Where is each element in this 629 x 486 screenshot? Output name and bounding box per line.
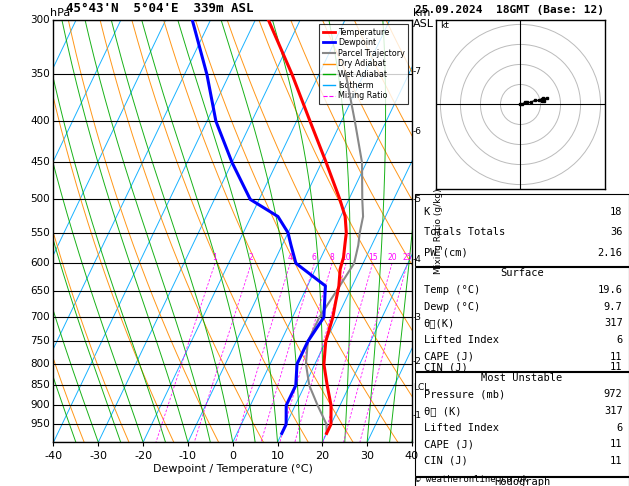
Text: -1: -1: [413, 411, 421, 420]
Text: -2: -2: [413, 357, 421, 366]
Text: 972: 972: [604, 389, 623, 399]
Text: 25: 25: [403, 253, 412, 262]
Text: θᴄ(K): θᴄ(K): [424, 318, 455, 328]
Text: CAPE (J): CAPE (J): [424, 352, 474, 362]
Bar: [415, 372, 629, 476]
Text: © weatheronline.co.uk: © weatheronline.co.uk: [415, 475, 528, 484]
Text: 1: 1: [213, 253, 218, 262]
Text: 6: 6: [312, 253, 317, 262]
Text: θᴄ (K): θᴄ (K): [424, 406, 461, 416]
Text: Surface: Surface: [500, 268, 544, 278]
Text: 317: 317: [604, 318, 623, 328]
Text: 11: 11: [610, 456, 623, 466]
Text: Dewp (°C): Dewp (°C): [424, 302, 480, 312]
Text: kt: kt: [440, 21, 449, 31]
Text: 850: 850: [30, 381, 50, 390]
Text: 800: 800: [30, 359, 50, 369]
Text: 4: 4: [288, 253, 292, 262]
Text: hPa: hPa: [50, 8, 70, 18]
Text: 6: 6: [616, 423, 623, 433]
Text: 25.09.2024  18GMT (Base: 12): 25.09.2024 18GMT (Base: 12): [415, 4, 604, 15]
Text: Lifted Index: Lifted Index: [424, 423, 499, 433]
Text: CIN (J): CIN (J): [424, 362, 467, 372]
Text: CAPE (J): CAPE (J): [424, 439, 474, 449]
Text: 11: 11: [610, 352, 623, 362]
Bar: [415, 267, 629, 371]
Text: 400: 400: [30, 116, 50, 126]
Text: K: K: [424, 207, 430, 217]
Text: 500: 500: [30, 194, 50, 205]
Text: 8: 8: [330, 253, 335, 262]
Text: 317: 317: [604, 406, 623, 416]
Text: 650: 650: [30, 286, 50, 296]
Text: LCL: LCL: [413, 383, 429, 392]
Legend: Temperature, Dewpoint, Parcel Trajectory, Dry Adiabat, Wet Adiabat, Isotherm, Mi: Temperature, Dewpoint, Parcel Trajectory…: [320, 24, 408, 104]
Text: 10: 10: [342, 253, 351, 262]
Text: 700: 700: [30, 312, 50, 322]
Text: Hodograph: Hodograph: [494, 477, 550, 486]
Text: 600: 600: [30, 258, 50, 268]
Text: Totals Totals: Totals Totals: [424, 227, 505, 237]
Text: 450: 450: [30, 157, 50, 168]
Text: Temp (°C): Temp (°C): [424, 285, 480, 295]
Text: PW (cm): PW (cm): [424, 248, 467, 258]
Text: 950: 950: [30, 419, 50, 429]
Text: -6: -6: [413, 127, 421, 136]
Bar: [415, 477, 629, 486]
Text: 2.16: 2.16: [598, 248, 623, 258]
X-axis label: Dewpoint / Temperature (°C): Dewpoint / Temperature (°C): [153, 464, 313, 474]
Text: ASL: ASL: [413, 19, 434, 29]
Text: -5: -5: [413, 195, 421, 204]
Text: 900: 900: [30, 400, 50, 410]
Text: -7: -7: [413, 67, 421, 76]
Text: CIN (J): CIN (J): [424, 456, 467, 466]
Text: 350: 350: [30, 69, 50, 79]
Text: 300: 300: [30, 16, 50, 25]
Text: 19.6: 19.6: [598, 285, 623, 295]
Text: 11: 11: [610, 362, 623, 372]
Text: 9.7: 9.7: [604, 302, 623, 312]
Text: -3: -3: [413, 313, 421, 322]
Text: 20: 20: [387, 253, 397, 262]
Text: km: km: [413, 8, 431, 18]
Text: 15: 15: [368, 253, 377, 262]
Text: Mixing Ratio (g/kg): Mixing Ratio (g/kg): [435, 189, 443, 274]
Text: 45°43'N  5°04'E  339m ASL: 45°43'N 5°04'E 339m ASL: [66, 1, 253, 15]
Text: 750: 750: [30, 336, 50, 347]
Bar: [415, 194, 629, 266]
Text: 550: 550: [30, 228, 50, 238]
Text: 18: 18: [610, 207, 623, 217]
Text: Most Unstable: Most Unstable: [481, 373, 563, 382]
Text: 2: 2: [249, 253, 253, 262]
Text: 11: 11: [610, 439, 623, 449]
Text: Pressure (mb): Pressure (mb): [424, 389, 505, 399]
Text: -4: -4: [413, 255, 421, 264]
Text: 6: 6: [616, 335, 623, 345]
Text: Lifted Index: Lifted Index: [424, 335, 499, 345]
Text: 36: 36: [610, 227, 623, 237]
